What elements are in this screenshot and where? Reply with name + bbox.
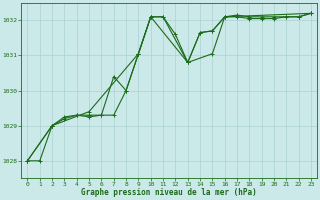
X-axis label: Graphe pression niveau de la mer (hPa): Graphe pression niveau de la mer (hPa) [81,188,257,197]
